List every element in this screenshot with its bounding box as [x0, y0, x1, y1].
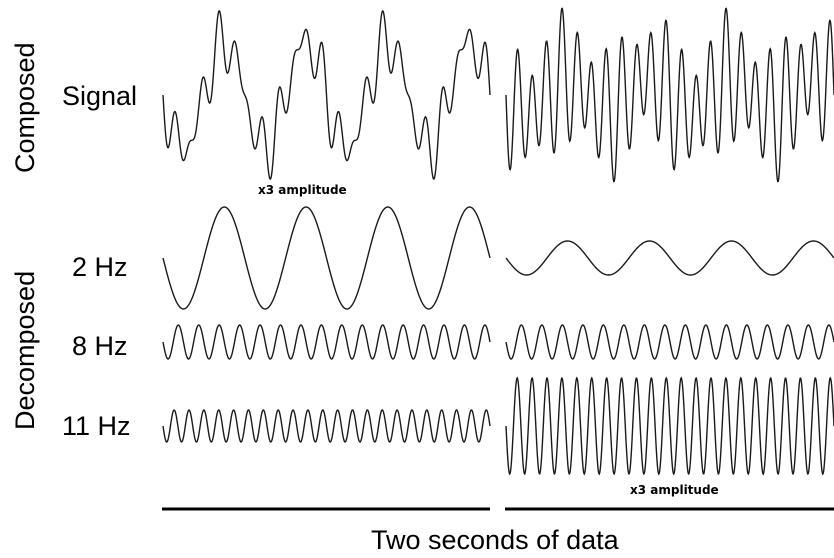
right-8hz-wave	[505, 324, 834, 360]
right-composed-signal-wave	[505, 7, 834, 183]
2hz-row-label: 2 Hz	[72, 252, 128, 282]
11hz-row-label: 11 Hz	[62, 411, 131, 441]
composed-group-label: Composed	[10, 42, 40, 173]
left-8hz-wave	[162, 324, 491, 360]
right-11hz-wave	[505, 376, 834, 476]
right-amplitude-note: x3 amplitude	[630, 483, 719, 497]
decomposed-group-label: Decomposed	[10, 270, 40, 430]
signal-row-label: Signal	[62, 81, 138, 111]
left-11hz-wave	[162, 409, 491, 443]
time-caption: Two seconds of data	[371, 525, 619, 555]
left-composed-signal-wave	[162, 10, 491, 180]
left-2hz-wave	[162, 206, 491, 310]
right-2hz-wave	[505, 240, 834, 276]
8hz-row-label: 8 Hz	[72, 331, 128, 361]
left-amplitude-note: x3 amplitude	[258, 183, 347, 197]
